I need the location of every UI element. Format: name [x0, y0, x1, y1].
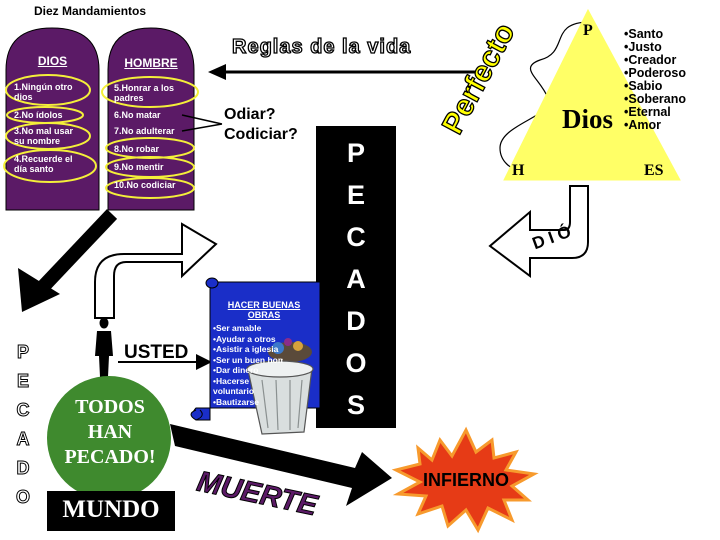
hombre-item-8: 8.No robar [114, 144, 160, 154]
good-work-item: •Ser amable [213, 323, 262, 333]
good-work-item: •Ayudar a otros [213, 333, 276, 344]
pecados-letter: E [346, 180, 365, 210]
todos-circle [47, 376, 171, 500]
triangle-center-label: Dios [562, 104, 614, 134]
pecado-letter: P [16, 342, 29, 363]
good-work-item: •Bautizarse [213, 396, 259, 407]
attribute-eternal: •Eternal [624, 105, 671, 119]
dios-tablet-title: DIOS [37, 54, 68, 68]
dios-item-2: 2.No ídolos [14, 110, 63, 120]
odiar-connector [181, 114, 223, 132]
pecado-text: P E C A D O [12, 338, 34, 512]
dios-item-1: 1.Ningún otro dios [14, 82, 73, 102]
tablet-to-pecado-arrowhead [18, 268, 60, 312]
infierno-label: INFIERNO [422, 470, 509, 490]
highlight-ellipse [5, 122, 91, 150]
reglas-label: Reglas de la vida [231, 35, 412, 58]
mundo-label: MUNDO [62, 496, 160, 523]
triangle-top-label: P [583, 22, 593, 39]
pecado-letter: C [16, 400, 30, 421]
trash-can-icon [246, 338, 314, 435]
usted-arrowhead [196, 354, 212, 370]
reglas-arrowhead [208, 64, 226, 80]
pecado-letter: E [16, 371, 29, 392]
pecado-letter: O [15, 487, 30, 508]
usted-up-arrow [94, 222, 218, 319]
hombre-item-10: 10.No codiciar [114, 180, 176, 190]
hombre-item-6: 6.No matar [114, 110, 161, 120]
todos-label: TODOS HAN PECADO! [64, 396, 156, 468]
highlight-ellipse [3, 149, 97, 183]
god-triangle [503, 8, 681, 181]
odiar-label: Odiar? [224, 106, 276, 123]
dios-tablet [5, 27, 100, 211]
dios-item-3: 3.No mal usar su nombre [14, 126, 74, 146]
triangle-left-label: H [512, 162, 525, 179]
highlight-ellipse [105, 177, 195, 199]
hombre-item-5: 5.Honrar a los padres [114, 83, 175, 103]
mundo-box [47, 491, 175, 531]
muerte-arrow [170, 424, 392, 506]
attribute-poderoso: •Poderoso [624, 66, 687, 80]
pecados-letter: C [346, 222, 366, 252]
highlight-ellipse [101, 76, 199, 108]
hombre-tablet [107, 27, 195, 211]
pecado-letter: D [16, 458, 30, 479]
good-work-item: •Dar dinero [213, 365, 259, 375]
usted-label: USTED [124, 342, 189, 363]
hombre-item-7: 7.No adulterar [114, 126, 175, 136]
attribute-sabio: •Sabio [624, 79, 663, 93]
pecados-letter: P [346, 138, 365, 168]
good-work-item: •Ser un buen hombre [213, 354, 283, 365]
good-work-item: •Hacerse voluntario [213, 375, 255, 397]
hombre-tablet-title: HOMBRE [124, 56, 178, 70]
attribute-santo: •Santo [624, 27, 664, 41]
triangle-right-label: ES [644, 162, 664, 179]
pecados-letter: D [346, 306, 366, 336]
scroll-list: •Ser amable •Ayudar a otros •Asistir a i… [213, 323, 283, 407]
commandments-heading: Diez Mandamientos [34, 4, 147, 18]
hombre-item-9: 9.No mentir [114, 162, 164, 172]
good-work-item: •Asistir a iglesia [213, 344, 279, 354]
pecados-letter: O [345, 348, 367, 378]
dio-arrow [488, 185, 589, 278]
highlight-ellipse [5, 74, 91, 106]
pecados-text: P E C A D O S [316, 132, 396, 426]
pecados-letter: A [346, 264, 366, 294]
attribute-soberano: •Soberano [624, 92, 687, 106]
attribute-amor: •Amor [624, 118, 662, 132]
attribute-justo: •Justo [624, 40, 662, 54]
tablet-to-pecado-arrow [34, 209, 118, 295]
codiciar-label: Codiciar? [224, 126, 298, 143]
person-icon [95, 317, 113, 377]
pecado-letter: A [16, 429, 30, 450]
scroll-title: HACER BUENAS OBRAS [227, 300, 301, 320]
dios-item-4: 4.Recuerde el día santo [14, 154, 73, 174]
pecados-bar [316, 126, 396, 428]
attribute-creador: •Creador [624, 53, 677, 67]
pecados-letter: S [346, 390, 365, 420]
infierno-burst [391, 426, 539, 534]
